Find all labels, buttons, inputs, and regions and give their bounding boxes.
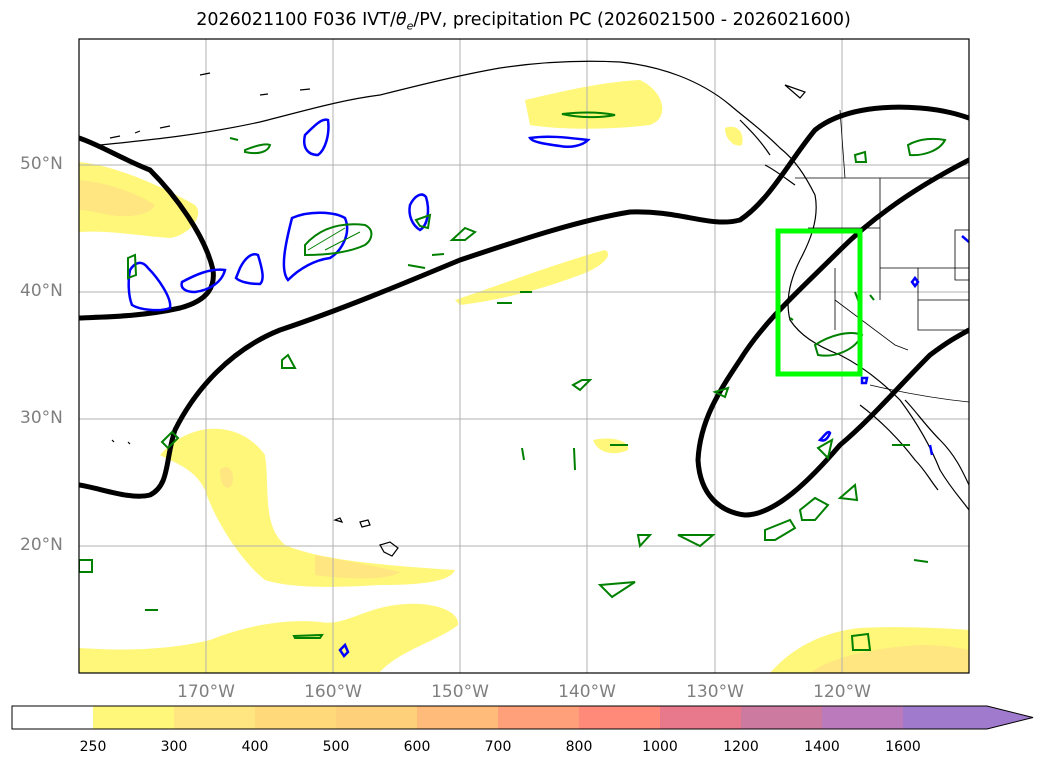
lat-label-50n: 50°N <box>20 154 63 174</box>
colorbar-tick-1600: 1600 <box>885 739 921 755</box>
colorbar-tick-300: 300 <box>160 739 188 755</box>
pv-contours-blue <box>127 118 969 658</box>
ivt-core-northwest <box>79 180 155 217</box>
ivt-area-central <box>455 250 609 305</box>
hawaii-1 <box>379 541 399 557</box>
colorbar-tick-600: 600 <box>403 739 431 755</box>
colorbar-tick-500: 500 <box>322 739 350 755</box>
hawaii-2 <box>359 519 371 528</box>
political-borders <box>795 109 969 403</box>
graticule <box>79 39 969 673</box>
colorbar <box>11 705 1034 730</box>
map-title: 2026021100 F036 IVT/θe/PV, precipitation… <box>196 10 851 33</box>
theta-e-contour-south <box>695 157 969 518</box>
ivt-area-south <box>160 428 455 587</box>
baja-coast <box>859 404 939 491</box>
colorbar-tick-1200: 1200 <box>723 739 759 755</box>
ivt-core-south-2 <box>220 467 234 488</box>
island-small-2 <box>111 439 131 445</box>
lon-label-120w: 120°W <box>813 682 871 702</box>
aleutian-islands <box>109 72 311 139</box>
highlight-box <box>775 228 863 377</box>
plot-frame <box>78 38 970 674</box>
lon-label-140w: 140°W <box>558 682 616 702</box>
ivt-area-small-2 <box>725 126 743 146</box>
lat-label-30n: 30°N <box>20 408 63 428</box>
colorbar-tick-250: 250 <box>79 739 107 755</box>
colorbar-tick-1400: 1400 <box>804 739 840 755</box>
ivt-area-gulf <box>525 80 663 129</box>
ivt-shading <box>79 80 969 673</box>
california-nevada-border <box>834 299 909 351</box>
colorbar-tick-800: 800 <box>565 739 593 755</box>
state-borders <box>808 178 969 331</box>
us-mexico-border <box>869 384 969 403</box>
coastlines <box>99 60 969 557</box>
pv-contours-green <box>79 111 947 651</box>
lon-label-170w: 170°W <box>177 682 235 702</box>
mainland-mexico-coast <box>904 399 969 486</box>
colorbar-tick-700: 700 <box>484 739 512 755</box>
bc-islands <box>739 119 796 186</box>
lon-label-160w: 160°W <box>304 682 362 702</box>
ivt-core-southeast <box>810 645 969 673</box>
lon-label-150w: 150°W <box>431 682 489 702</box>
hawaii-3 <box>333 517 344 523</box>
lat-label-40n: 40°N <box>20 281 63 301</box>
alaska-canada-border <box>839 109 846 179</box>
island-small-1 <box>784 84 807 99</box>
colorbar-tick-1000: 1000 <box>642 739 678 755</box>
ivt-area-bottom <box>79 603 459 673</box>
alaska-coast <box>99 60 969 511</box>
theta-e-contour-main <box>79 104 969 499</box>
lat-label-20n: 20°N <box>20 535 63 555</box>
colorbar-tick-400: 400 <box>241 739 269 755</box>
lon-label-130w: 130°W <box>686 682 744 702</box>
ivt-core-south <box>315 555 400 579</box>
